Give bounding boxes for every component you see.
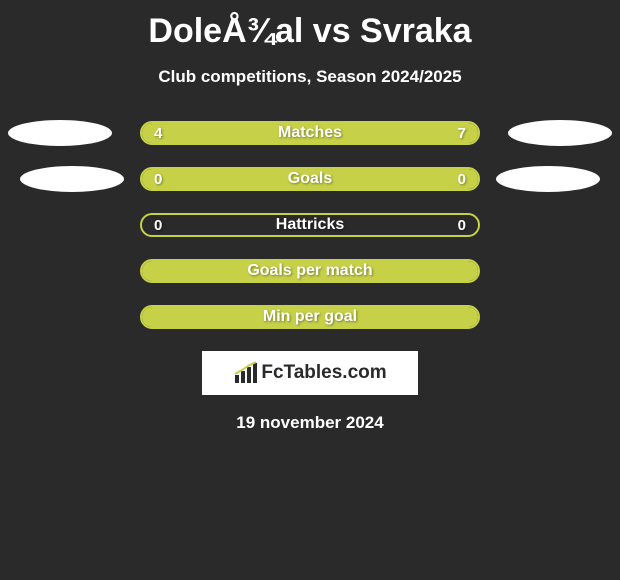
stat-bar: 0 0 Goals	[140, 167, 480, 191]
stat-bar: Min per goal	[140, 305, 480, 329]
stat-bar: 4 7 Matches	[140, 121, 480, 145]
stat-value-left: 0	[154, 171, 162, 188]
comparison-row: Goals per match	[0, 259, 620, 283]
branding-bar: FcTables.com	[202, 351, 418, 395]
stat-label: Matches	[278, 124, 342, 142]
comparison-row: Min per goal	[0, 305, 620, 329]
branding-chart-icon	[233, 361, 261, 385]
stat-bar: Goals per match	[140, 259, 480, 283]
stat-value-right: 0	[458, 171, 466, 188]
stat-label: Min per goal	[263, 308, 357, 326]
stat-value-left: 0	[154, 217, 162, 234]
subtitle: Club competitions, Season 2024/2025	[0, 67, 620, 87]
comparison-row: 4 7 Matches	[0, 121, 620, 145]
stat-value-left: 4	[154, 125, 162, 142]
branding-text: FcTables.com	[261, 362, 386, 384]
comparison-rows: 4 7 Matches 0 0 Goals 0 0 Hattricks Goals per mat…	[0, 121, 620, 329]
player-ellipse-right	[496, 166, 600, 192]
player-ellipse-left	[20, 166, 124, 192]
stat-bar: 0 0 Hattricks	[140, 213, 480, 237]
stat-label: Hattricks	[276, 216, 344, 234]
stat-value-right: 0	[458, 217, 466, 234]
stat-value-right: 7	[458, 125, 466, 142]
player-ellipse-right	[508, 120, 612, 146]
comparison-row: 0 0 Goals	[0, 167, 620, 191]
date-label: 19 november 2024	[0, 413, 620, 433]
comparison-row: 0 0 Hattricks	[0, 213, 620, 237]
stat-label: Goals per match	[247, 262, 372, 280]
stat-label: Goals	[288, 170, 332, 188]
page-title: DoleÅ¾al vs Svraka	[0, 0, 620, 51]
player-ellipse-left	[8, 120, 112, 146]
